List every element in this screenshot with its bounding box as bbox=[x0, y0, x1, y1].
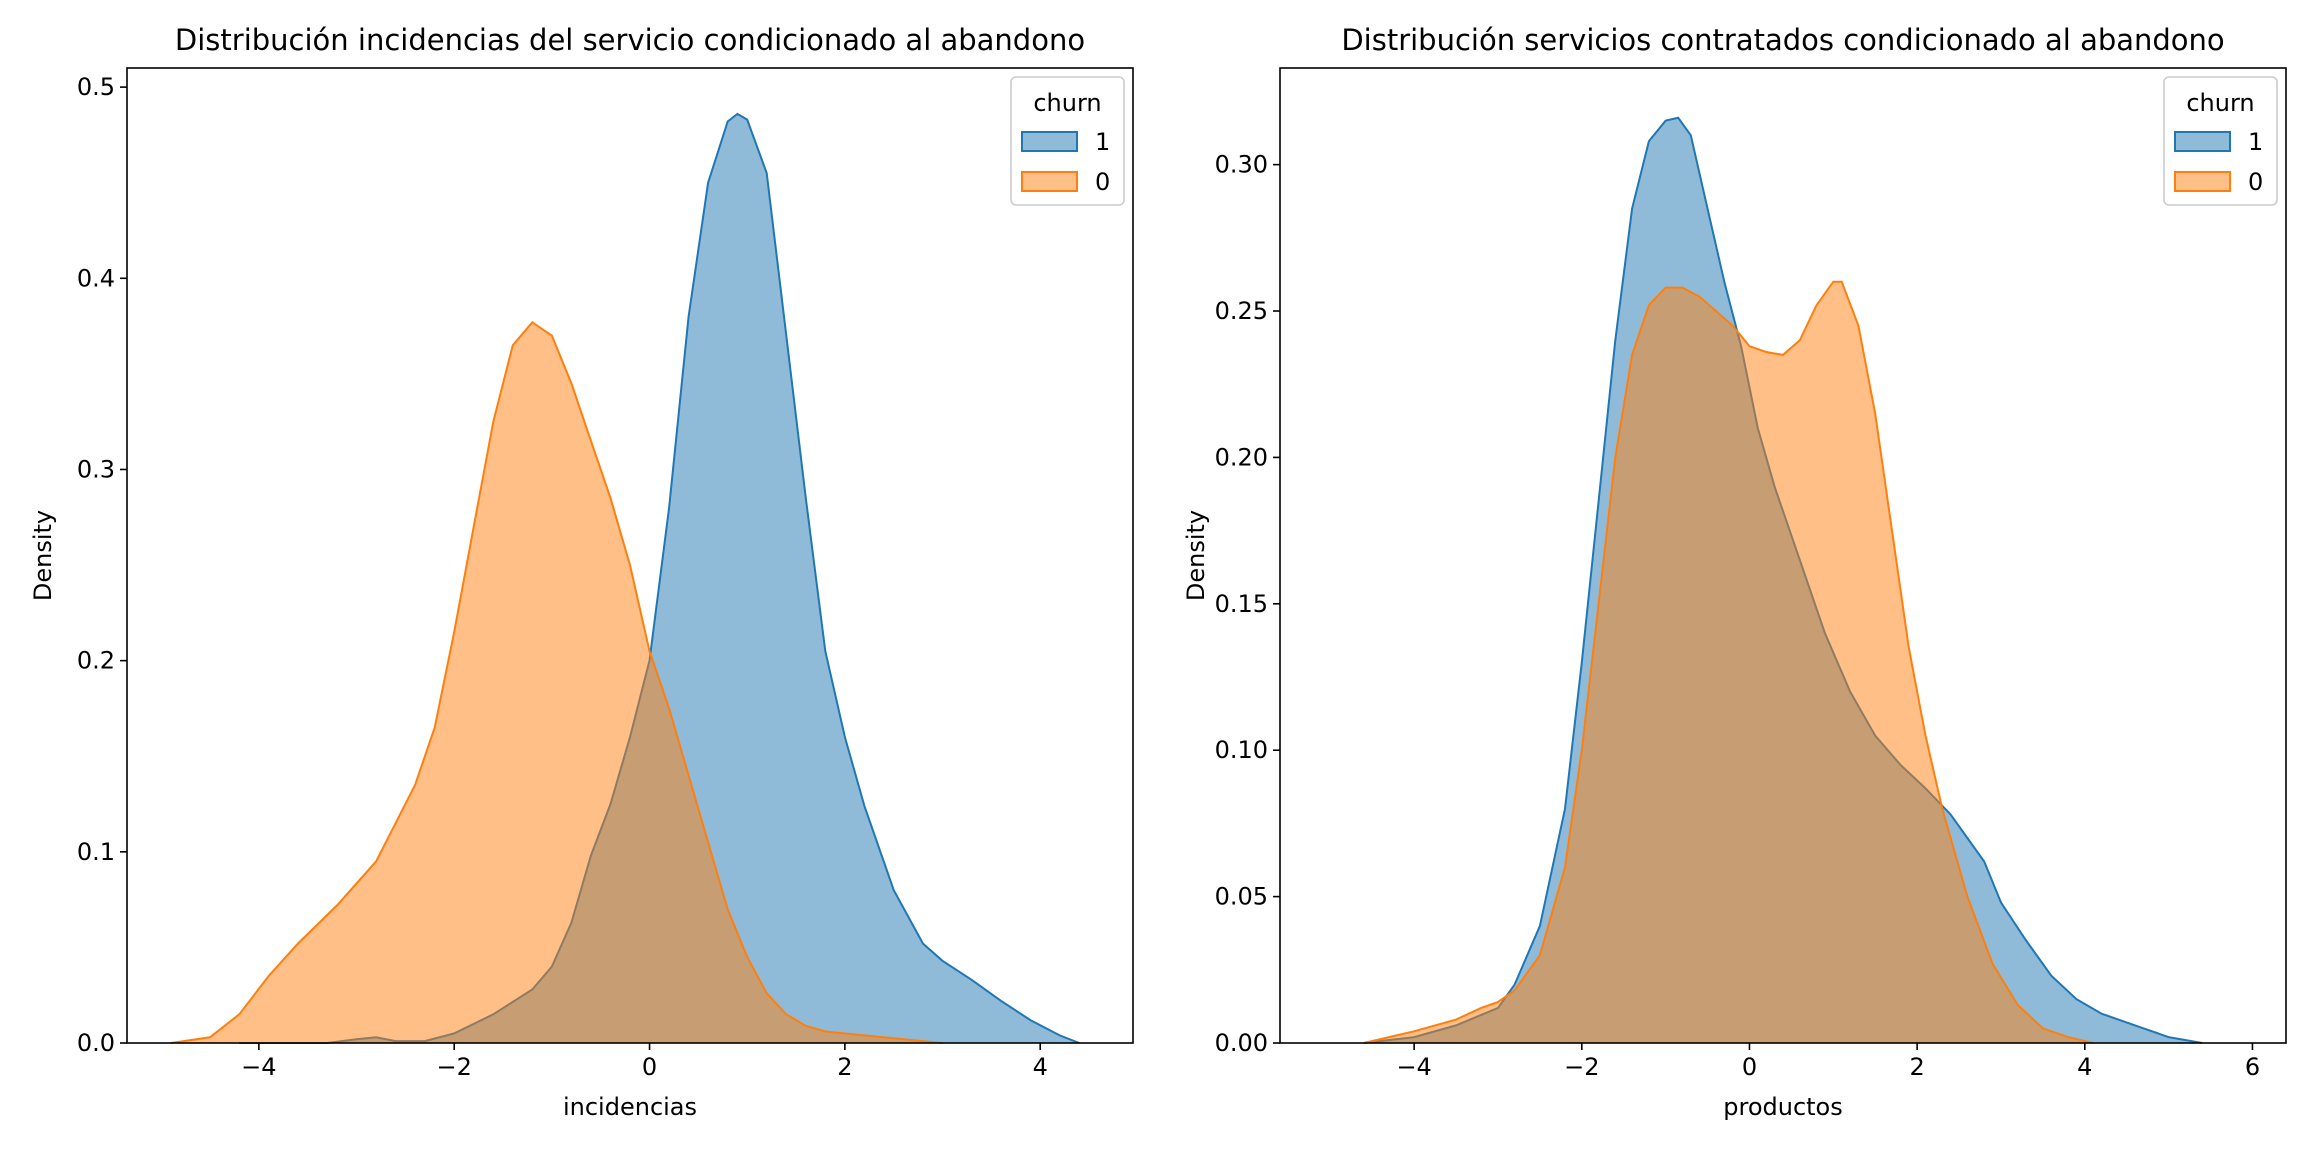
x-tick-label: −4 bbox=[1396, 1053, 1431, 1081]
x-tick-label: 0 bbox=[642, 1053, 657, 1081]
x-tick-label: 4 bbox=[2077, 1053, 2092, 1081]
y-tick-label: 0.4 bbox=[77, 264, 115, 292]
chart-incidencias: −4 −2 0 2 4 0.0 0.1 0.2 0.3 0.4 0.5 Distribución i… bbox=[29, 23, 1134, 1121]
legend: churn 1 0 bbox=[2163, 76, 2278, 206]
y-tick-label: 0.10 bbox=[1215, 736, 1268, 764]
x-axis-label: incidencias bbox=[563, 1093, 697, 1121]
legend-title: churn bbox=[2186, 89, 2254, 117]
x-tick-label: 4 bbox=[1033, 1053, 1048, 1081]
y-tick-label: 0.1 bbox=[77, 838, 115, 866]
x-tick-label: −2 bbox=[436, 1053, 471, 1081]
axes-frame bbox=[1279, 67, 2287, 1044]
y-tick-label: 0.5 bbox=[77, 73, 115, 101]
y-tick-label: 0.05 bbox=[1215, 883, 1268, 911]
axis-ticks: −4 −2 0 2 4 0.0 0.1 0.2 0.3 0.4 0.5 bbox=[77, 73, 1048, 1081]
x-tick-label: 0 bbox=[1742, 1053, 1757, 1081]
legend-patch-churn-1 bbox=[1021, 131, 1078, 152]
legend: churn 1 0 bbox=[1010, 76, 1125, 206]
x-tick-label: 2 bbox=[1909, 1053, 1924, 1081]
legend-label-churn-0: 0 bbox=[1095, 168, 1110, 196]
kde-line-churn-0 bbox=[170, 320, 943, 1044]
legend-patch-churn-1 bbox=[2174, 131, 2231, 152]
axes-frame bbox=[126, 67, 1134, 1044]
legend-label-churn-1: 1 bbox=[1095, 128, 1110, 156]
y-tick-label: 0.2 bbox=[77, 647, 115, 675]
legend-title: churn bbox=[1033, 89, 1101, 117]
x-tick-label: 6 bbox=[2245, 1053, 2260, 1081]
x-tick-label: −2 bbox=[1564, 1053, 1599, 1081]
kde-area-churn-0 bbox=[1363, 281, 2094, 1043]
y-axis-label: Density bbox=[1182, 510, 1210, 601]
y-tick-label: 0.25 bbox=[1215, 297, 1268, 325]
y-tick-label: 0.00 bbox=[1215, 1029, 1268, 1057]
kde-line-churn-0 bbox=[1363, 280, 2094, 1044]
y-tick-label: 0.20 bbox=[1215, 443, 1268, 471]
kde-area-churn-0 bbox=[171, 322, 943, 1043]
legend-patch-churn-0 bbox=[2174, 171, 2231, 192]
x-tick-label: −4 bbox=[241, 1053, 276, 1081]
x-tick-label: 2 bbox=[837, 1053, 852, 1081]
y-tick-label: 0.30 bbox=[1215, 151, 1268, 179]
axis-ticks: −4 −2 0 2 4 6 0.00 0.05 0.10 0.15 0.20 0.25 0.30 bbox=[1215, 151, 2261, 1081]
y-tick-label: 0.0 bbox=[77, 1029, 115, 1057]
y-tick-label: 0.15 bbox=[1215, 590, 1268, 618]
chart-productos: −4 −2 0 2 4 6 0.00 0.05 0.10 0.15 0.20 0.25 0.30 Dis… bbox=[1182, 23, 2287, 1121]
chart-title: Distribución incidencias del servicio co… bbox=[175, 23, 1085, 57]
chart-title: Distribución servicios contratados condi… bbox=[1341, 23, 2224, 57]
legend-label-churn-1: 1 bbox=[2248, 128, 2263, 156]
kde-series-group bbox=[1363, 116, 2203, 1044]
legend-patch-churn-0 bbox=[1021, 171, 1078, 192]
legend-label-churn-0: 0 bbox=[2248, 168, 2263, 196]
y-axis-label: Density bbox=[29, 510, 57, 601]
x-axis-label: productos bbox=[1723, 1093, 1843, 1121]
y-tick-label: 0.3 bbox=[77, 455, 115, 483]
kde-series-group bbox=[170, 112, 1080, 1044]
